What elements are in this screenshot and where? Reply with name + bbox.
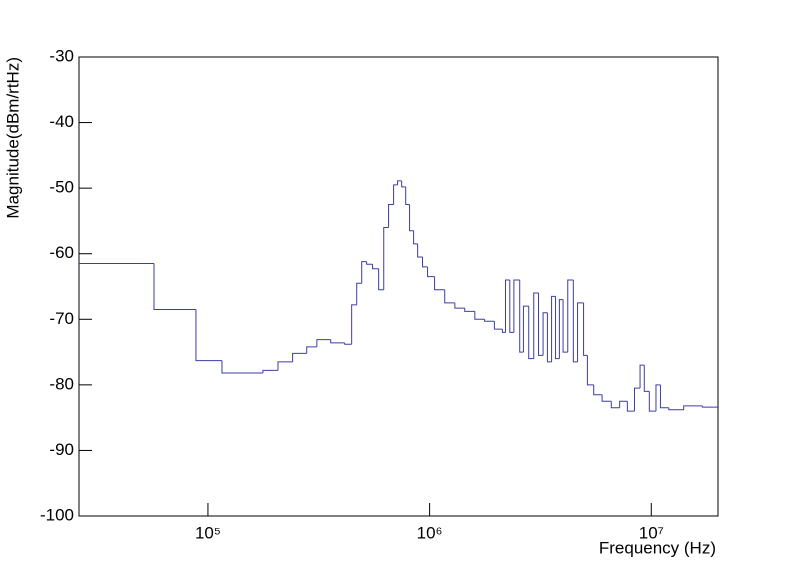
x-tick-label: 10⁷ <box>639 523 664 542</box>
histogram-bin <box>586 355 594 386</box>
histogram-bin <box>366 261 373 265</box>
histogram-bin <box>484 319 495 322</box>
histogram-bin <box>501 329 506 333</box>
histogram-bin <box>393 184 398 205</box>
histogram-bin <box>427 266 435 278</box>
histogram-bin <box>659 384 669 409</box>
histogram-bin <box>509 279 514 333</box>
x-tick-label: 10⁶ <box>417 523 443 542</box>
histogram-bin <box>577 302 584 362</box>
histogram-bin <box>668 407 684 411</box>
y-tick-label: -80 <box>49 374 74 393</box>
histogram-bin <box>562 299 568 353</box>
histogram-bin <box>683 405 703 410</box>
histogram-bin <box>626 401 635 412</box>
histogram-bin <box>409 204 414 232</box>
histogram-bin <box>262 369 278 374</box>
histogram-bin <box>372 264 379 270</box>
y-tick-label: -90 <box>49 440 74 459</box>
histogram-bin <box>519 279 524 353</box>
histogram-bin <box>572 279 578 363</box>
histogram-bin <box>474 311 485 320</box>
histogram-bin <box>538 293 544 356</box>
y-tick-label: -100 <box>40 505 74 524</box>
histogram-bin <box>434 276 445 291</box>
histogram-bin <box>422 256 428 268</box>
histogram-bin <box>454 302 465 309</box>
histogram-bin <box>551 295 556 362</box>
histogram-bin <box>593 384 603 396</box>
histogram-bin <box>464 308 475 312</box>
histogram-bin <box>493 321 503 330</box>
histogram-bin <box>533 292 539 359</box>
histogram-bin <box>401 180 406 188</box>
y-tick-label: -30 <box>49 46 74 65</box>
histogram-bin <box>397 180 402 185</box>
histogram-bin <box>558 299 564 359</box>
histogram-bin <box>344 342 352 345</box>
histogram-bin <box>701 405 718 408</box>
histogram-bin <box>513 279 520 333</box>
histogram-bin <box>583 302 588 356</box>
histogram-bin <box>542 312 548 356</box>
histogram-bin <box>356 282 362 305</box>
histogram-bin <box>292 352 307 362</box>
histogram-bin <box>648 391 656 412</box>
histogram-bin <box>444 289 455 304</box>
histogram-bin <box>153 263 196 310</box>
histogram-bin <box>639 364 645 389</box>
histogram-bin <box>619 400 628 408</box>
histogram-bin <box>388 204 394 228</box>
histogram-bin <box>546 312 552 363</box>
y-tick-label: -70 <box>49 309 74 328</box>
histogram-bin <box>601 394 612 402</box>
histogram-bin <box>522 305 529 353</box>
histogram-bin <box>610 401 620 409</box>
histogram-bin <box>195 309 222 362</box>
histogram-bin <box>567 279 574 353</box>
histogram-bin <box>316 339 331 347</box>
histogram-bin <box>378 268 384 291</box>
y-axis-title: Magnitude(dBm/rtHz) <box>3 57 22 219</box>
histogram-bin <box>643 365 650 392</box>
histogram-bin <box>306 346 317 354</box>
x-tick-label: 10⁵ <box>195 523 221 542</box>
histogram-bin <box>633 387 641 412</box>
histogram-bin <box>655 384 661 412</box>
histogram-bin <box>383 226 389 290</box>
histogram-bin <box>505 279 510 333</box>
histogram-bin <box>351 304 357 345</box>
histogram-bin <box>330 339 345 344</box>
histogram-bin <box>361 261 367 284</box>
x-axis-title: Frequency (Hz) <box>599 538 716 557</box>
histogram-bin <box>555 296 560 360</box>
histogram-bin <box>528 306 534 360</box>
histogram-bin <box>277 361 293 371</box>
y-tick-label: -50 <box>49 178 74 197</box>
y-tick-label: -60 <box>49 243 74 262</box>
y-tick-label: -40 <box>49 112 74 131</box>
histogram-bin <box>405 186 410 206</box>
histogram-bin <box>417 243 423 258</box>
plot-frame <box>78 56 719 517</box>
histogram-bin <box>221 360 263 374</box>
histogram-bin <box>413 230 418 245</box>
